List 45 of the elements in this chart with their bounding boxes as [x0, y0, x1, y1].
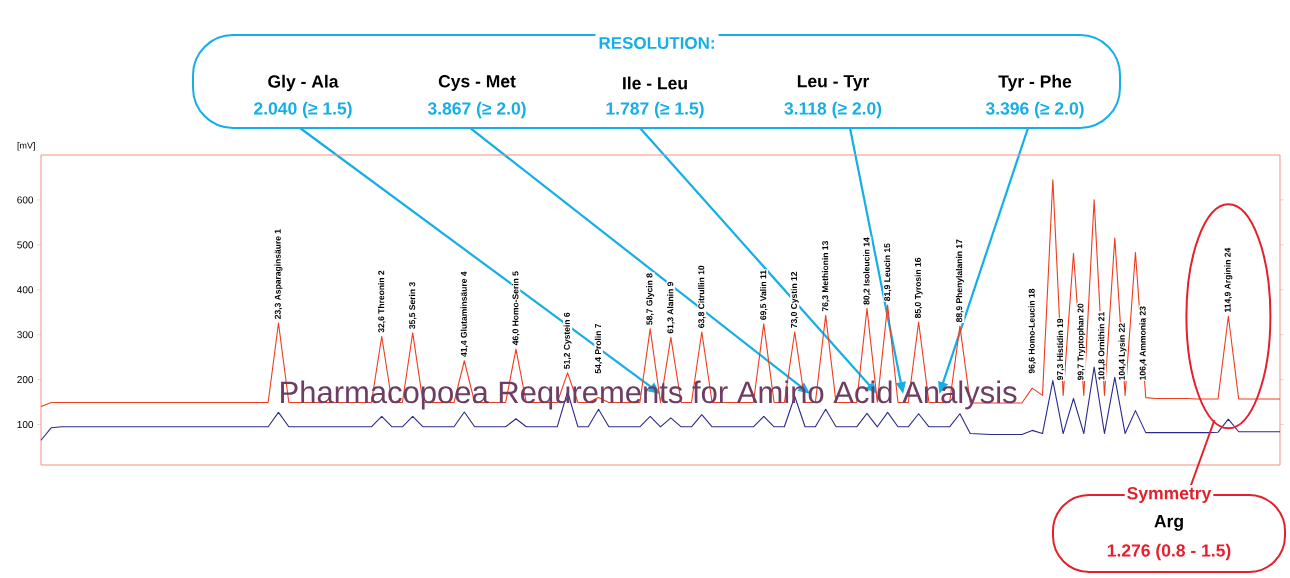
- text: Ile - Leu: [623, 76, 687, 90]
- annotation: 101,8 Ornithin 21: [1098, 312, 1106, 380]
- y-tick-label: 400: [17, 286, 34, 294]
- text: 2.040 (≥ 1.5): [254, 101, 352, 119]
- text: 3.867 (≥ 2.0): [427, 101, 526, 119]
- y-axis-title: [mV]: [17, 142, 35, 151]
- text: Symmetry: [1127, 487, 1212, 503]
- annotation: 58,7 Glycin 8: [646, 273, 655, 325]
- annotation: 88,9 Phenylalanin 17: [955, 239, 964, 323]
- text: 1.276 (0.8 - 1.5): [1107, 543, 1231, 561]
- annotation: 63,8 Citrullin 10: [698, 265, 706, 328]
- annotation: 61,3 Alanin 9: [667, 281, 675, 334]
- annotation: 85,0 Tyrosin 16: [914, 257, 923, 319]
- annotation: 35,5 Serin 3: [408, 282, 417, 329]
- y-tick-label: 200: [17, 376, 34, 384]
- annotation: 114,9 Arginin 24: [1224, 247, 1233, 312]
- text: 3.118 (≥ 2.0): [784, 101, 882, 119]
- y-tick-label: 100: [17, 421, 34, 429]
- annotation: 106,4 Ammonia 23: [1139, 306, 1147, 380]
- text: RESOLUTION:: [599, 36, 714, 50]
- annotation: 41,4 Glutaminsäure 4: [460, 271, 469, 357]
- y-tick-label: 500: [17, 241, 34, 249]
- annotation: 97,3 Histidin 19: [1056, 318, 1065, 381]
- text: Gly - Ala: [268, 74, 339, 92]
- annotation: 54,4 Prolin 7: [594, 323, 603, 374]
- text: 3.396 (≥ 2.0): [985, 101, 1084, 119]
- annotation: 51,2 Cystein 6: [563, 312, 572, 369]
- annotation: 96,6 Homo-Leucin 18: [1028, 288, 1036, 374]
- annotation: 99,7 Tryptophan 20: [1077, 303, 1086, 381]
- annotation: 76,3 Methionin 13: [821, 241, 830, 312]
- annotation: 69,5 Valin 11: [760, 270, 768, 320]
- annotation: 104,4 Lysin 22: [1118, 323, 1127, 380]
- annotation: 32,6 Threonin 2: [377, 270, 386, 333]
- annotation: 23,3 Asparaginsäure 1: [274, 229, 283, 319]
- text: 1.787 (≥ 1.5): [606, 101, 704, 119]
- text: Arg: [1154, 515, 1183, 531]
- y-tick-label: 300: [17, 331, 34, 339]
- text: Leu - Tyr: [797, 75, 870, 91]
- y-tick-label: 600: [17, 196, 34, 204]
- text: Cys - Met: [438, 75, 516, 91]
- annotation: 80,2 Isoleucin 14: [863, 237, 871, 305]
- text: Tyr - Phe: [998, 74, 1072, 92]
- annotation: 73,0 Cystin 12: [790, 271, 799, 328]
- annotation: 46,0 Homo-Serin 5: [512, 271, 520, 346]
- annotation: 81,9 Leucin 15: [883, 243, 892, 301]
